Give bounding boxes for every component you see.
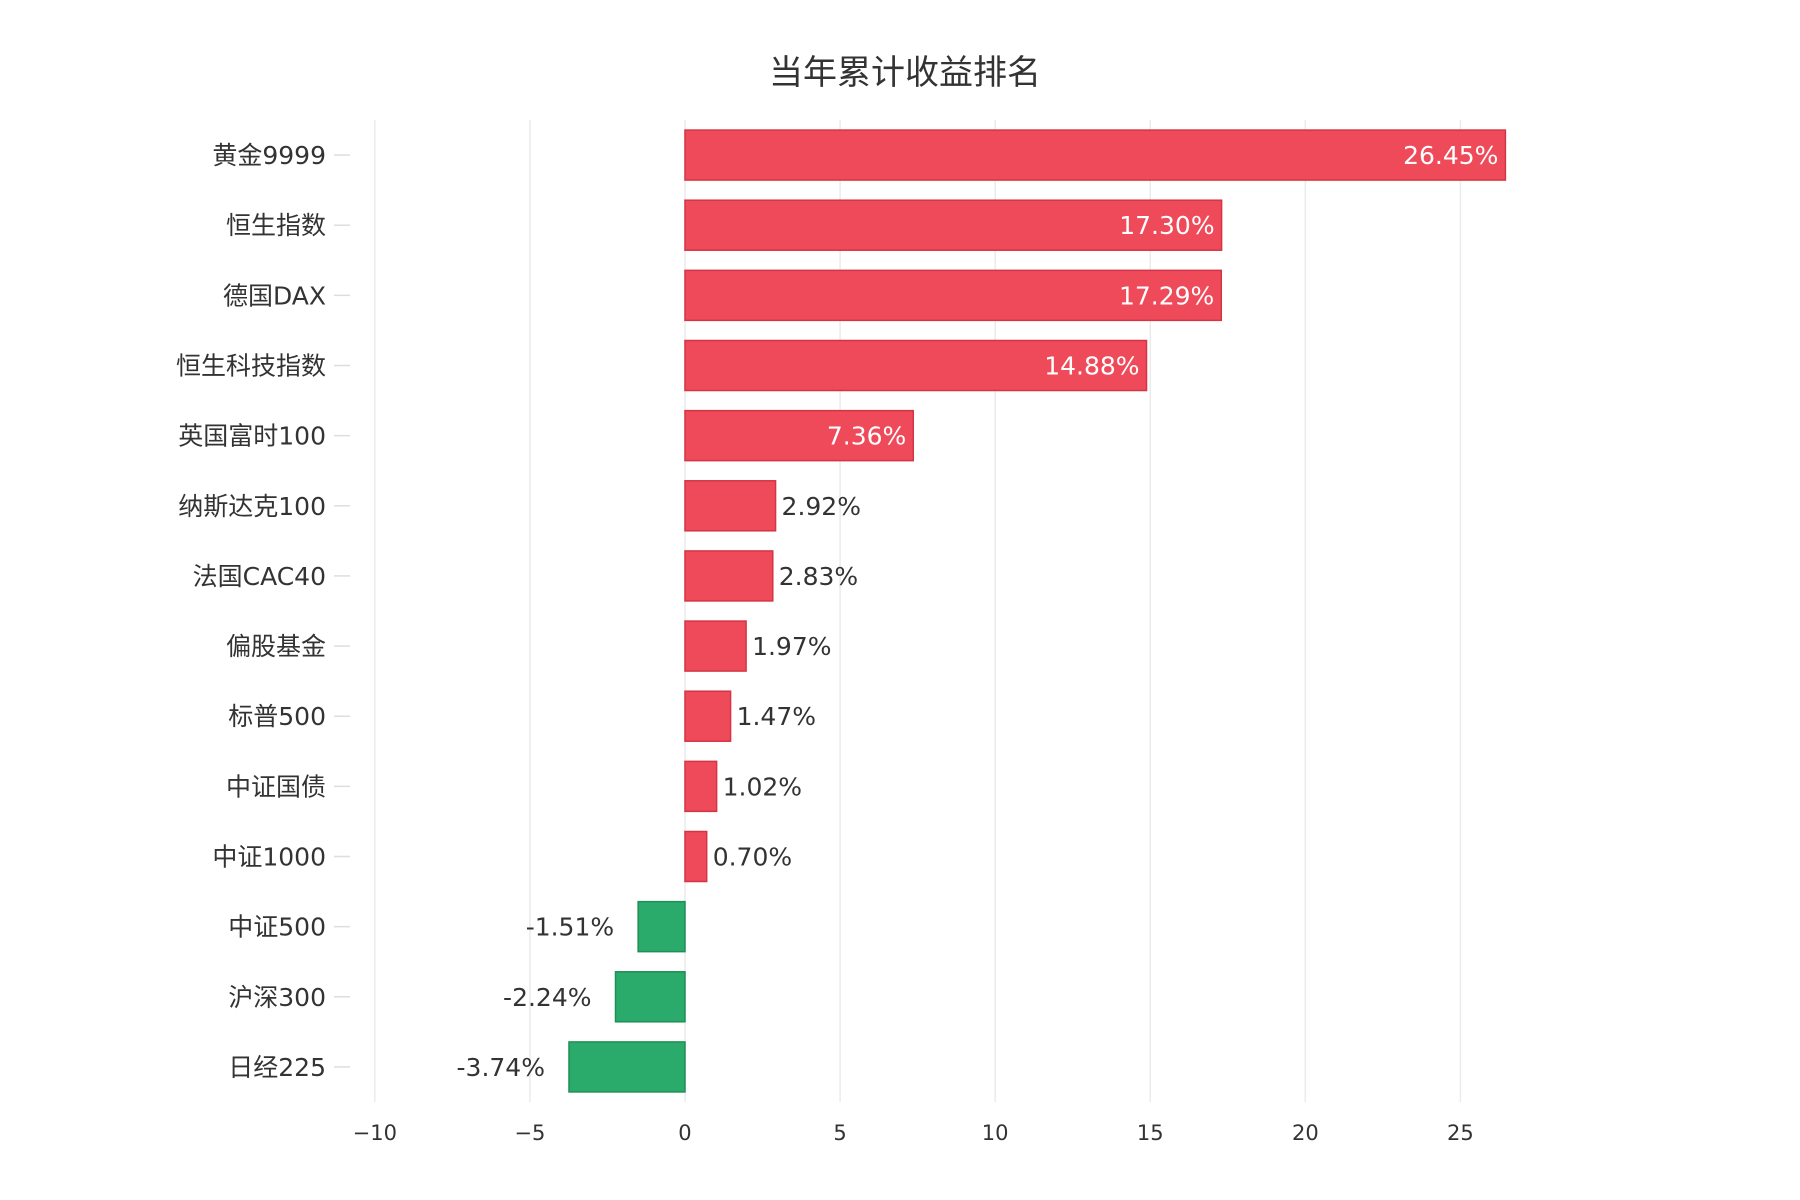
value-label: 17.30% xyxy=(1119,211,1214,240)
category-label: 纳斯达克100 xyxy=(178,492,326,521)
bar xyxy=(684,199,1223,251)
value-label: 1.47% xyxy=(737,702,816,731)
bar xyxy=(684,690,732,742)
bar xyxy=(684,339,1148,392)
bar xyxy=(684,409,915,462)
value-label: 1.02% xyxy=(723,772,802,801)
value-label: 0.70% xyxy=(713,843,792,872)
x-tick-label: 25 xyxy=(1447,1121,1474,1145)
bar xyxy=(637,900,686,953)
bar xyxy=(614,971,686,1023)
value-label: -3.74% xyxy=(457,1053,545,1082)
category-label: 沪深300 xyxy=(228,983,326,1012)
category-label: 恒生科技指数 xyxy=(176,352,326,381)
bar xyxy=(684,760,718,813)
x-tick-label: 5 xyxy=(833,1121,846,1145)
x-tick-label: −5 xyxy=(514,1121,545,1145)
value-label: 14.88% xyxy=(1044,352,1139,381)
category-label: 法国CAC40 xyxy=(193,562,326,591)
bar xyxy=(684,620,747,672)
bar xyxy=(684,269,1223,322)
category-label: 恒生指数 xyxy=(226,211,326,240)
value-labels: 26.45% 17.30% 17.29% 14.88% 7.36% 2.92% 2.83% 1… xyxy=(457,141,1499,1082)
x-tick-label: 10 xyxy=(982,1121,1009,1145)
category-label: 中证国债 xyxy=(226,772,326,801)
value-label: -2.24% xyxy=(503,983,591,1012)
grid-lines xyxy=(374,120,1462,1102)
x-tick-label: 20 xyxy=(1292,1121,1319,1145)
x-tick-label: 0 xyxy=(678,1121,691,1145)
category-label: 黄金9999 xyxy=(212,141,326,170)
category-label: 德国DAX xyxy=(223,281,326,310)
value-label: 2.83% xyxy=(779,562,858,591)
bar xyxy=(684,480,777,532)
value-label: 2.92% xyxy=(782,492,861,521)
chart-title: 当年累计收益排名 xyxy=(769,53,1041,93)
category-label: 中证500 xyxy=(228,913,326,942)
bars xyxy=(568,129,1507,1093)
x-axis: −10 −5 0 5 10 15 20 25 xyxy=(353,1121,1474,1145)
bar xyxy=(684,129,1507,181)
category-label: 标普500 xyxy=(228,702,326,731)
category-label: 偏股基金 xyxy=(226,632,326,661)
value-label: 17.29% xyxy=(1119,281,1214,310)
x-tick-label: 15 xyxy=(1137,1121,1164,1145)
bar xyxy=(684,550,774,602)
value-label: -1.51% xyxy=(526,913,614,942)
category-label: 日经225 xyxy=(228,1053,326,1082)
value-label: 26.45% xyxy=(1403,141,1498,170)
value-label: 1.97% xyxy=(752,632,831,661)
category-label: 英国富时100 xyxy=(178,422,326,451)
x-tick-label: −10 xyxy=(353,1121,397,1145)
value-label: 7.36% xyxy=(827,422,906,451)
bar xyxy=(568,1041,686,1093)
bar xyxy=(684,830,708,883)
category-label: 中证1000 xyxy=(212,843,326,872)
